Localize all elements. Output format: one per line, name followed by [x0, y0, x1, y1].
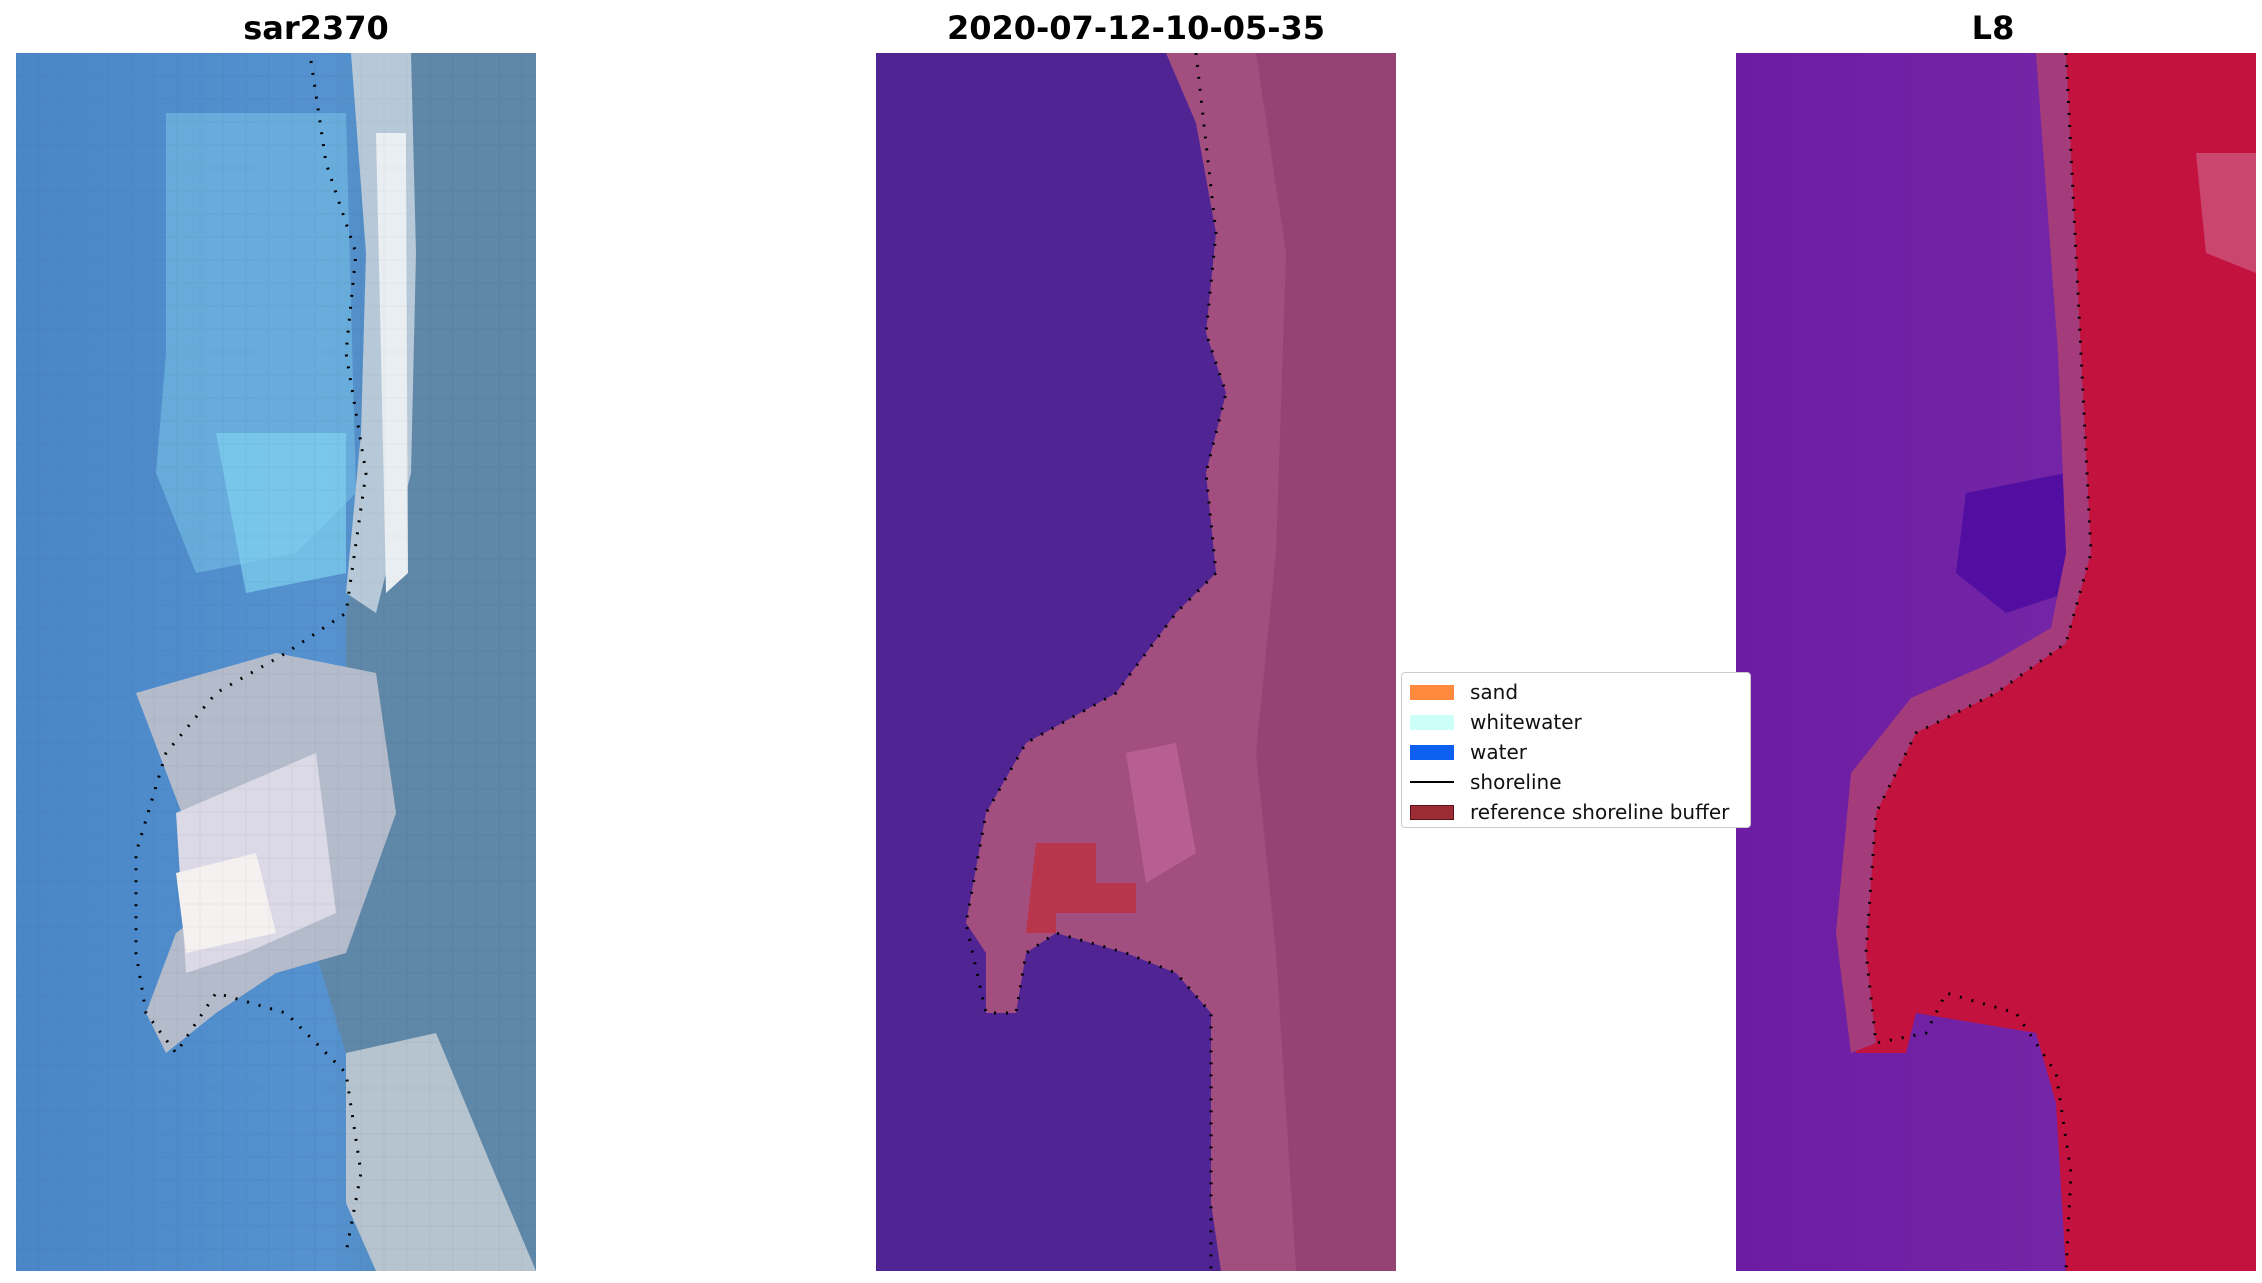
- legend-item-sand: sand: [1410, 678, 1518, 706]
- legend-label: reference shoreline buffer: [1470, 800, 1730, 824]
- legend-item-reference-buffer: reference shoreline buffer: [1410, 798, 1729, 826]
- legend-label: water: [1470, 740, 1527, 764]
- left-panel-title: sar2370: [243, 9, 389, 47]
- l8-image-panel: [1736, 53, 2256, 1271]
- sar-image: [16, 53, 536, 1271]
- classified-image-panel: [876, 53, 1396, 1271]
- classified-image: [876, 53, 1396, 1271]
- legend-item-shoreline: shoreline: [1410, 768, 1562, 796]
- legend-item-whitewater: whitewater: [1410, 708, 1582, 736]
- sar-image-panel: [16, 53, 536, 1271]
- legend-label: shoreline: [1470, 770, 1562, 794]
- legend-item-water: water: [1410, 738, 1527, 766]
- legend: sand whitewater water shoreline referenc…: [1401, 672, 1751, 828]
- whitewater-swatch: [1410, 714, 1454, 730]
- sand-swatch: [1410, 684, 1454, 700]
- l8-image: [1736, 53, 2256, 1271]
- water-swatch: [1410, 744, 1454, 760]
- shoreline-swatch: [1410, 781, 1454, 783]
- middle-panel-title: 2020-07-12-10-05-35: [946, 9, 1326, 47]
- right-panel-title: L8: [1971, 9, 2015, 47]
- legend-label: sand: [1470, 680, 1519, 704]
- legend-label: whitewater: [1470, 710, 1582, 734]
- reference-buffer-swatch: [1410, 804, 1454, 820]
